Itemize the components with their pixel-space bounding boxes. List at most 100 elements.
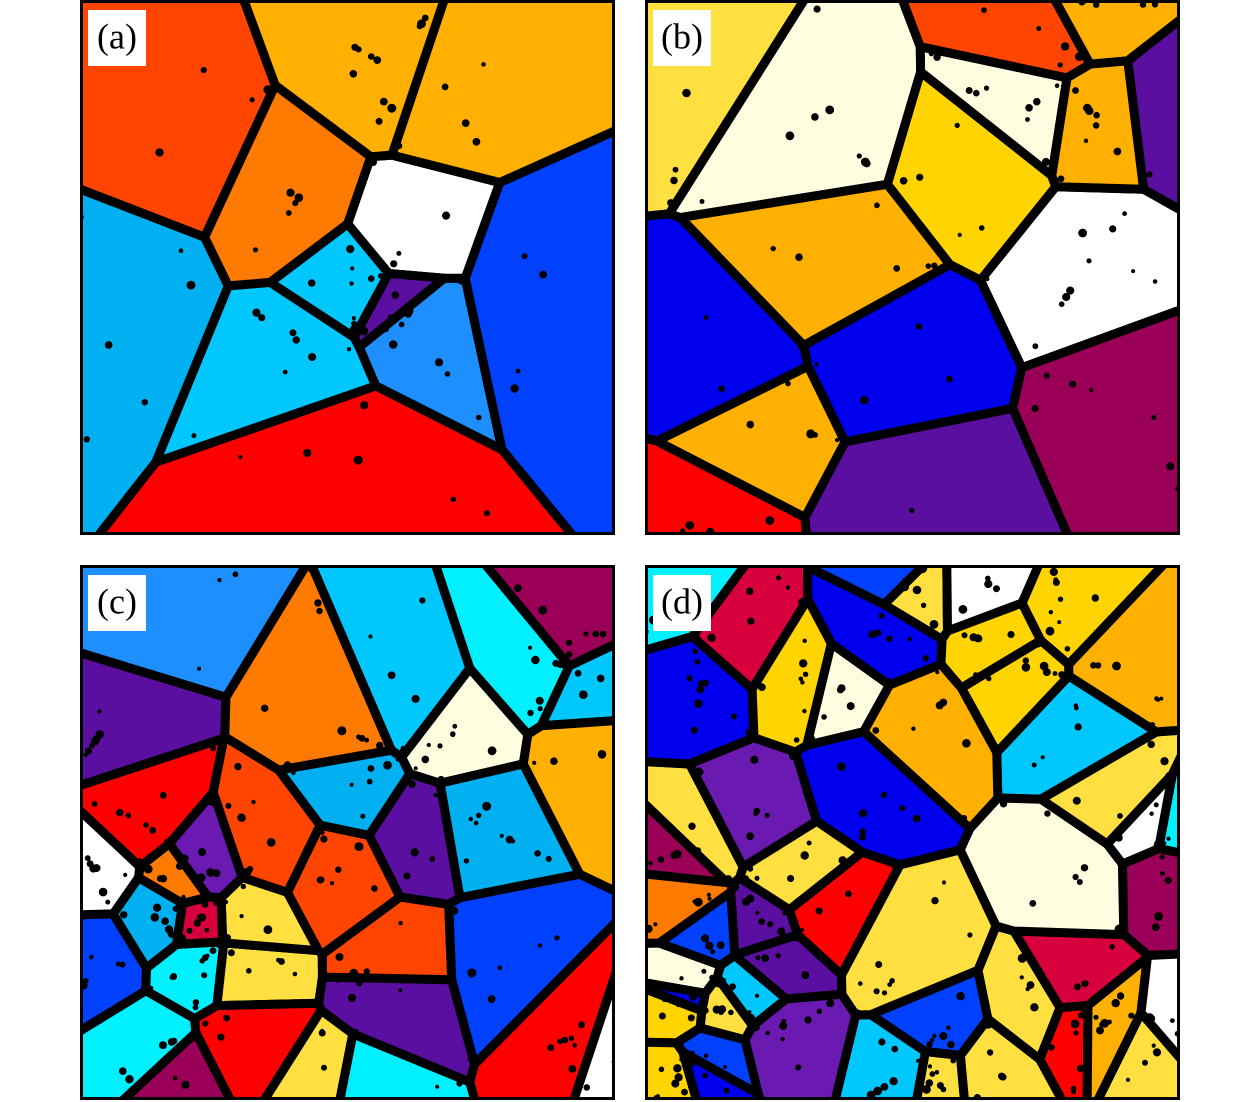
grain-dot: [150, 913, 160, 922]
grain-dot: [1196, 853, 1203, 860]
grain-dot: [73, 933, 79, 939]
grain-dot: [537, 943, 543, 948]
grain-dot: [387, 274, 393, 279]
grain-dot: [426, 742, 431, 748]
grain-dot: [1160, 757, 1169, 766]
grain-dot: [181, 1080, 190, 1089]
grain-dot: [452, 723, 458, 729]
grain-dot: [688, 822, 696, 830]
grain-dot: [539, 270, 547, 279]
grain-dot: [806, 840, 812, 846]
grain-dot: [785, 131, 795, 141]
grain-dot: [691, 726, 698, 734]
grain-dot: [514, 584, 522, 593]
grain-dot: [658, 1066, 665, 1073]
grain-dot: [719, 977, 727, 985]
grain-dot: [835, 437, 840, 443]
grain-dot: [1073, 705, 1079, 711]
grain-dot: [767, 921, 774, 928]
grain-dot: [787, 874, 795, 883]
grain-dot: [421, 14, 429, 22]
grain-dot: [482, 801, 492, 811]
grain-dot: [922, 1085, 931, 1094]
grain-dot: [1196, 724, 1203, 731]
grain-dot: [364, 737, 370, 743]
grain-dot: [692, 899, 697, 904]
grain-dot: [648, 860, 653, 866]
grain-dot: [658, 1012, 666, 1020]
grain-dot: [403, 872, 411, 880]
grain-dot: [373, 56, 382, 64]
grain: [349, 269, 449, 352]
grain-dot: [935, 670, 940, 675]
grain-dot: [1159, 696, 1164, 701]
grain-dot: [878, 612, 885, 619]
grain-dot: [91, 800, 98, 807]
grain-dot: [413, 766, 418, 771]
grain-dot: [534, 850, 541, 857]
grain-dot: [701, 991, 707, 997]
grain-dot: [782, 911, 787, 916]
grain-dot: [984, 579, 993, 589]
grain-dot: [701, 679, 709, 687]
grain-dot: [1151, 415, 1157, 420]
grain-dot: [278, 958, 285, 965]
grain-dot: [568, 1065, 577, 1073]
grain-dot: [66, 924, 72, 930]
grain-dot: [1192, 848, 1200, 856]
grain-dot: [973, 89, 980, 97]
grain-dot: [528, 645, 533, 650]
grain-dot: [1109, 225, 1117, 233]
grain-dot: [746, 832, 754, 841]
grain-dot: [723, 1087, 730, 1094]
grain-dot: [167, 1038, 176, 1046]
grain-dot: [1114, 924, 1124, 934]
grain-dot: [285, 210, 292, 216]
grain-dot: [779, 996, 784, 1001]
grain-dot: [627, 939, 631, 943]
grain: [108, 873, 188, 973]
grain-dot: [497, 965, 503, 971]
grain-dot: [437, 743, 443, 749]
grain-dot: [923, 558, 929, 564]
grain-dot: [874, 202, 880, 209]
grain-dot: [499, 833, 504, 838]
grain-dot: [1100, 1018, 1110, 1028]
grain-dot: [811, 113, 819, 121]
grain-dot: [351, 316, 356, 321]
grain-dot: [435, 1084, 440, 1089]
grain-dot: [314, 599, 322, 607]
grain-dot: [191, 433, 197, 439]
grain-dot: [311, 1003, 317, 1008]
grain-dot: [765, 1030, 770, 1036]
grain-dot: [1070, 1085, 1077, 1092]
grain-dot: [624, 551, 632, 559]
grain-dot: [510, 384, 519, 393]
grain-dot: [206, 868, 215, 877]
grain-dot: [1183, 331, 1189, 337]
grain: [435, 759, 585, 903]
grain-dot: [303, 449, 312, 457]
grain-dot: [1062, 549, 1067, 554]
grain-dot: [143, 822, 149, 828]
grain-dot: [1111, 998, 1120, 1008]
grain-dot: [213, 901, 218, 906]
grain-dot: [521, 253, 528, 260]
grain-dot: [912, 814, 921, 823]
grain-dot: [416, 23, 423, 30]
grain-dot: [1070, 1019, 1080, 1029]
grain-dot: [363, 968, 370, 975]
grain-dot: [856, 153, 862, 159]
grain-dot: [858, 833, 867, 841]
grain-dot: [217, 578, 222, 583]
grain-dot: [825, 105, 835, 115]
grain-dot: [1057, 596, 1064, 602]
grain-dot: [631, 977, 636, 982]
grain-dot: [889, 1077, 898, 1086]
grain-dot: [1049, 567, 1058, 577]
map-frame: [645, 565, 1180, 1100]
grain-dot: [89, 954, 94, 960]
grain-dot: [800, 928, 804, 932]
grain-dot: [1152, 1048, 1162, 1057]
grain-dot: [1116, 992, 1125, 1000]
